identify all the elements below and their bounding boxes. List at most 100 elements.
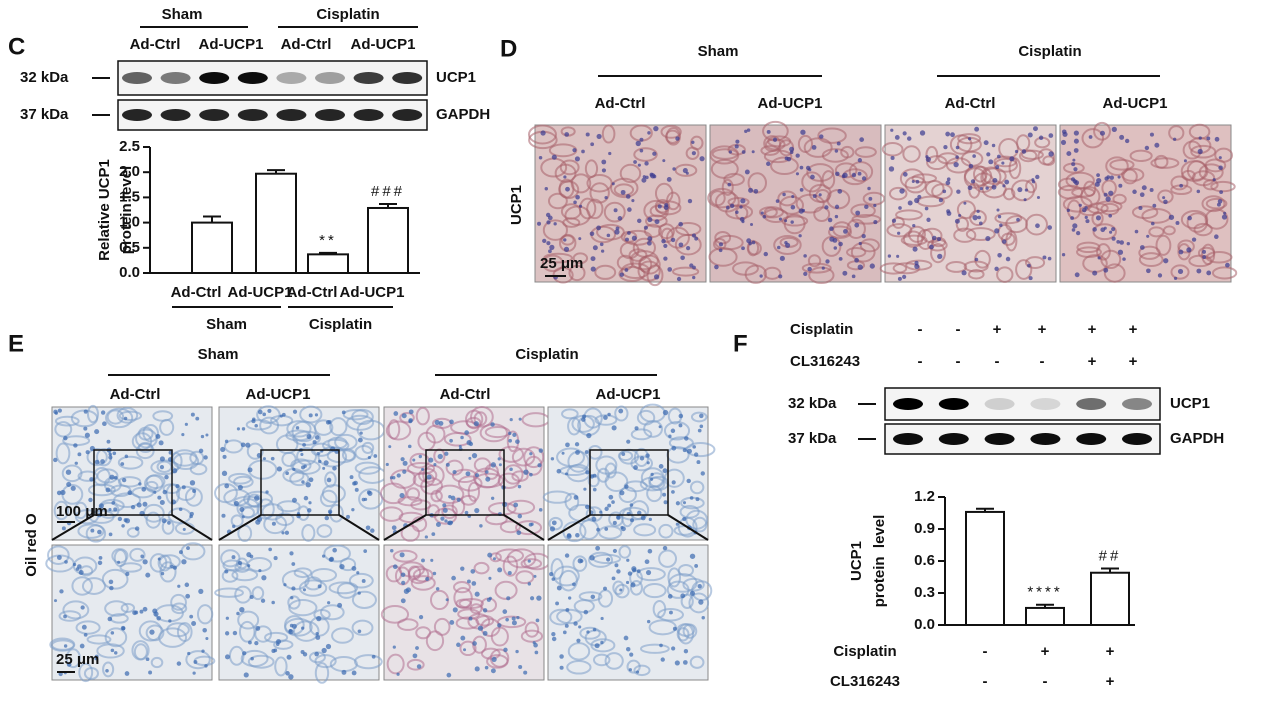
tissue-nucleus: [991, 143, 996, 148]
tissue-structure: [256, 498, 275, 520]
tissue-structure: [614, 583, 630, 599]
tissue-nucleus: [1117, 175, 1121, 179]
tissue-nucleus: [120, 462, 125, 466]
tissue-structure: [601, 124, 616, 144]
tissue-nucleus: [198, 448, 204, 454]
tissue-nucleus: [400, 457, 405, 462]
tissue-structure: [709, 190, 726, 207]
tissue-nucleus: [231, 555, 236, 560]
tissue-nucleus: [834, 204, 840, 210]
tissue-nucleus: [442, 507, 448, 513]
tissue-nucleus: [271, 648, 276, 654]
tissue-nucleus: [914, 263, 920, 269]
tissue-structure: [996, 266, 1014, 283]
tissue-nucleus: [899, 188, 905, 194]
tissue-nucleus: [145, 657, 150, 662]
tissue-structure: [231, 568, 259, 582]
tissue-nucleus: [105, 669, 109, 673]
inset-box: [425, 449, 505, 516]
tissue-nucleus: [660, 657, 665, 662]
tissue-structure: [957, 133, 982, 145]
tissue-structure: [665, 127, 682, 146]
tissue-structure: [689, 480, 705, 495]
tissue-structure: [520, 629, 544, 643]
significance-label: ****: [1027, 584, 1062, 601]
group-label: Sham: [162, 6, 203, 23]
tissue-nucleus: [746, 128, 751, 132]
tissue-nucleus: [516, 615, 520, 620]
tissue-nucleus: [178, 550, 183, 555]
tissue-structure: [86, 404, 99, 424]
tissue-nucleus: [613, 208, 618, 213]
tissue-nucleus: [589, 231, 595, 237]
tissue-nucleus: [945, 180, 951, 186]
tissue-nucleus: [968, 137, 972, 141]
tissue-nucleus: [612, 520, 617, 525]
tissue-structure: [259, 416, 280, 435]
bar: [1090, 571, 1130, 627]
tissue-structure: [636, 567, 666, 582]
tissue-nucleus: [565, 442, 570, 448]
tissue-structure: [75, 620, 101, 635]
tissue-nucleus: [232, 630, 238, 636]
tissue-nucleus: [63, 644, 68, 648]
tissue-nucleus: [1073, 167, 1078, 172]
tissue-nucleus: [295, 426, 300, 430]
tissue-nucleus: [601, 159, 607, 165]
tissue-nucleus: [650, 477, 654, 481]
tissue-nucleus: [337, 602, 343, 608]
tissue-nucleus: [435, 587, 440, 591]
tissue-nucleus: [953, 161, 959, 168]
tissue-structure: [895, 209, 923, 221]
tissue-nucleus: [997, 253, 1002, 258]
tissue-nucleus: [675, 136, 680, 141]
tissue-nucleus: [652, 174, 657, 179]
tissue-nucleus: [508, 438, 512, 443]
tissue-nucleus: [946, 177, 951, 182]
tissue-nucleus: [801, 208, 806, 213]
tissue-nucleus: [239, 506, 245, 512]
tissue-nucleus: [506, 596, 511, 601]
tissue-structure: [351, 619, 374, 636]
tissue-nucleus: [629, 652, 634, 657]
tissue-nucleus: [699, 156, 705, 162]
tissue-nucleus: [1149, 187, 1154, 192]
tissue-structure: [904, 175, 927, 194]
tissue-structure: [246, 442, 264, 460]
tissue-structure: [993, 157, 1018, 173]
tissue-nucleus: [482, 608, 488, 613]
tissue-structure: [104, 600, 129, 617]
tissue-nucleus: [697, 428, 702, 433]
tissue-structure: [980, 166, 1002, 189]
tissue-nucleus: [803, 271, 808, 277]
treatment-sign: +: [1038, 321, 1047, 338]
tissue-nucleus: [536, 595, 542, 601]
tissue-nucleus: [224, 569, 229, 574]
tissue-nucleus: [1009, 156, 1015, 162]
tissue-nucleus: [1119, 240, 1124, 245]
tissue-nucleus: [691, 140, 695, 144]
tissue-nucleus: [551, 636, 557, 642]
tissue-nucleus: [1004, 179, 1010, 185]
tissue-nucleus: [812, 194, 817, 199]
tissue-nucleus: [1218, 165, 1223, 170]
tissue-nucleus: [452, 607, 458, 613]
group-label: Sham: [206, 316, 247, 333]
tissue-nucleus: [511, 616, 516, 621]
tissue-nucleus: [464, 510, 469, 515]
tissue-structure: [117, 476, 142, 488]
tissue-nucleus: [325, 643, 332, 650]
tissue-structure: [474, 472, 504, 489]
tissue-nucleus: [974, 257, 979, 262]
tissue-structure: [133, 643, 148, 661]
tissue-structure: [614, 405, 629, 422]
tissue-nucleus: [1152, 203, 1157, 208]
tissue-structure: [1015, 259, 1033, 280]
tissue-structure: [418, 467, 438, 483]
tissue-structure: [680, 593, 694, 610]
zoom-line: [338, 514, 380, 541]
tissue-nucleus: [286, 654, 292, 660]
tissue-nucleus: [663, 500, 668, 505]
tissue-structure: [1109, 158, 1135, 171]
tissue-nucleus: [1027, 263, 1031, 268]
